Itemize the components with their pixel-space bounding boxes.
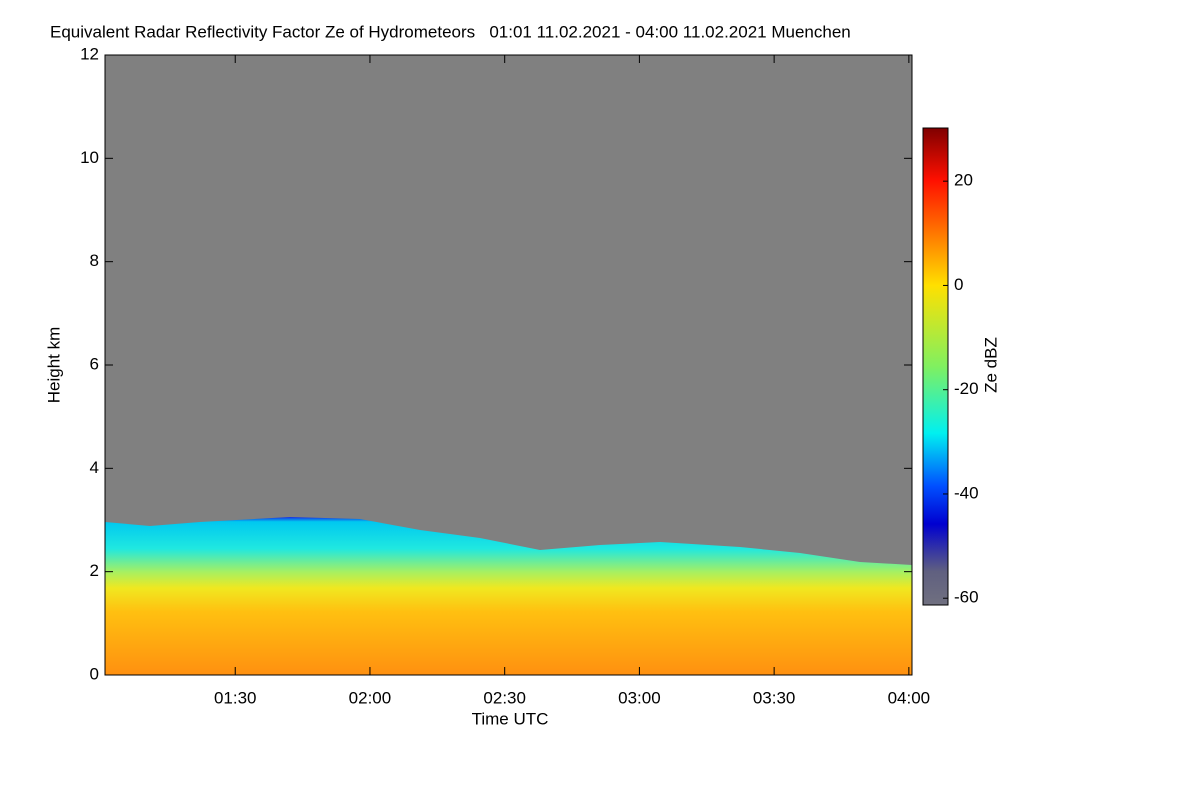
y-tick-label: 0 — [90, 664, 99, 683]
x-tick-label: 02:30 — [483, 688, 526, 707]
echo-field — [105, 517, 912, 675]
colorbar — [922, 127, 949, 606]
y-tick-label: 8 — [90, 251, 99, 270]
y-tick-label: 12 — [80, 44, 99, 63]
x-tick-label: 01:30 — [214, 688, 257, 707]
y-tick-label: 6 — [90, 354, 99, 373]
colorbar-tick-label: 0 — [954, 275, 963, 294]
chart-title: Equivalent Radar Reflectivity Factor Ze … — [50, 22, 851, 41]
colorbar-tick-label: -40 — [954, 483, 979, 502]
x-tick-label: 03:30 — [753, 688, 796, 707]
y-tick-label: 2 — [90, 561, 99, 580]
colorbar-tick-label: 20 — [954, 171, 973, 190]
x-tick-label: 03:00 — [618, 688, 661, 707]
colorbar-tick-label: -20 — [954, 379, 979, 398]
colorbar-tick-label: -60 — [954, 588, 979, 607]
y-tick-label: 4 — [90, 458, 99, 477]
x-tick-label: 04:00 — [888, 688, 931, 707]
colorbar-label: Ze dBZ — [981, 337, 1000, 393]
x-axis-label: Time UTC — [472, 709, 549, 728]
y-axis-label: Height km — [44, 327, 63, 404]
y-tick-label: 10 — [80, 148, 99, 167]
x-tick-label: 02:00 — [349, 688, 392, 707]
